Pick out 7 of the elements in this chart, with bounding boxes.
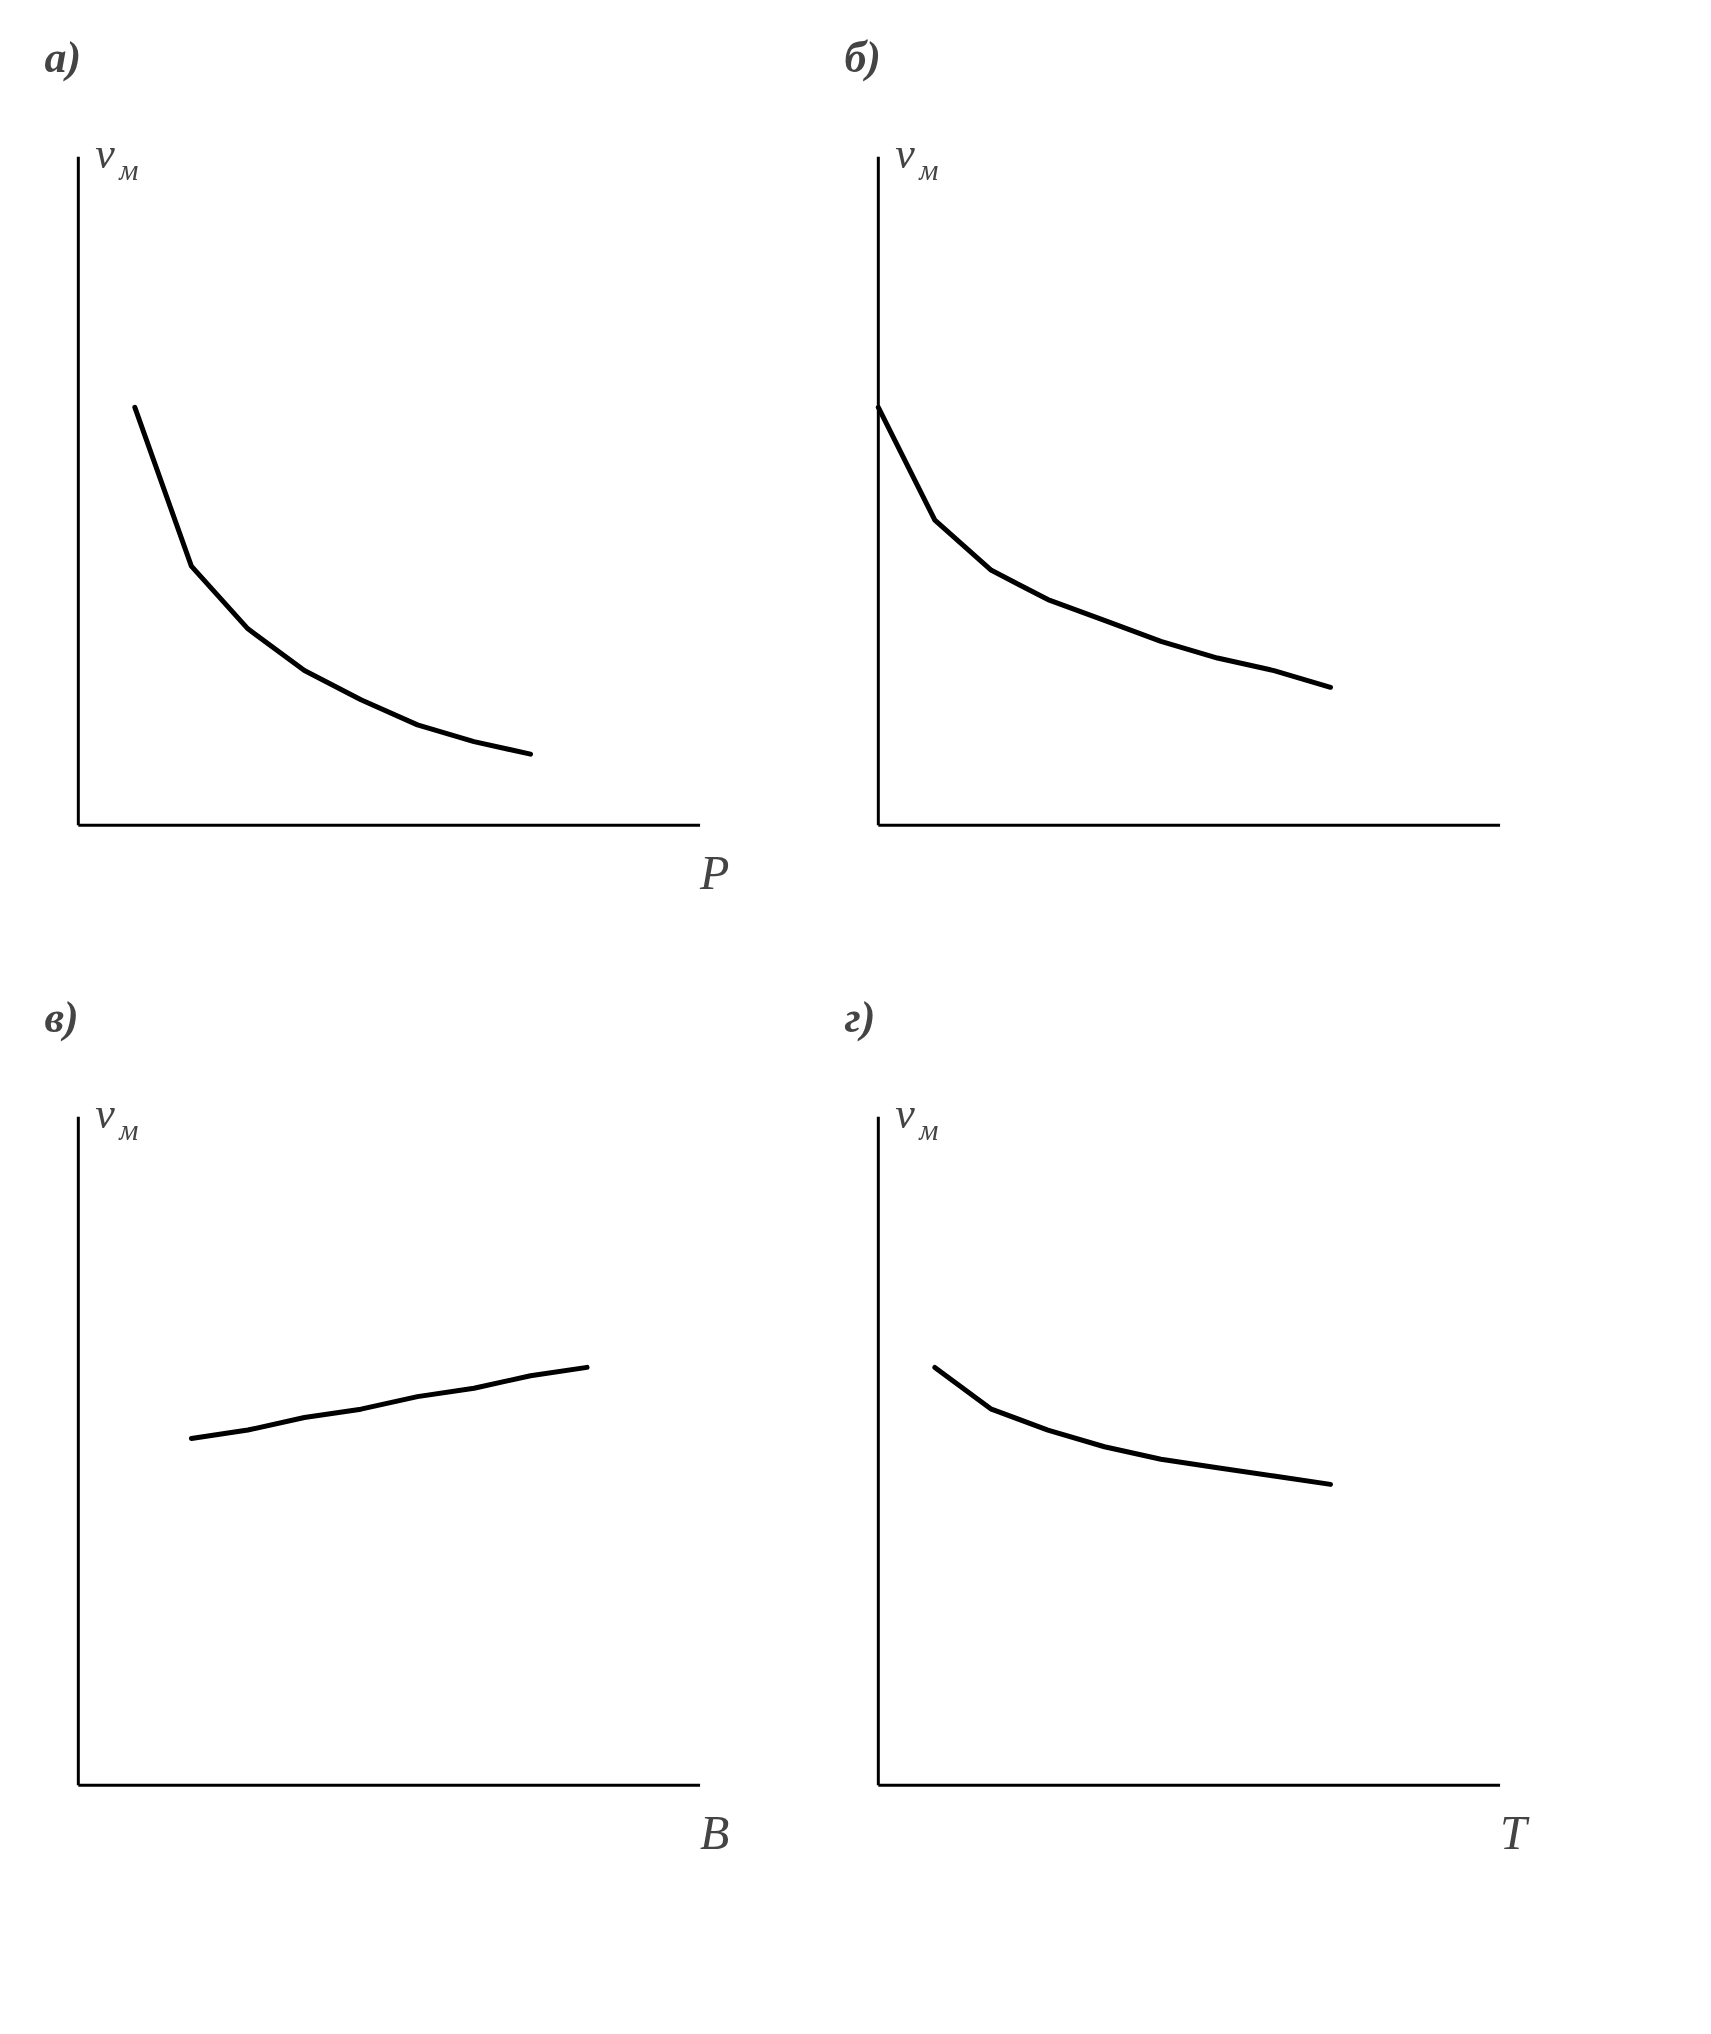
chart-title: в) [44, 992, 79, 1042]
x-axis-title: T [1500, 1806, 1531, 1860]
x-axis-title: P [699, 846, 730, 900]
x-axis-title: B [700, 1806, 730, 1860]
chart-title: г) [844, 992, 876, 1042]
chart-title: б) [844, 32, 882, 82]
chart-title: а) [44, 32, 82, 82]
